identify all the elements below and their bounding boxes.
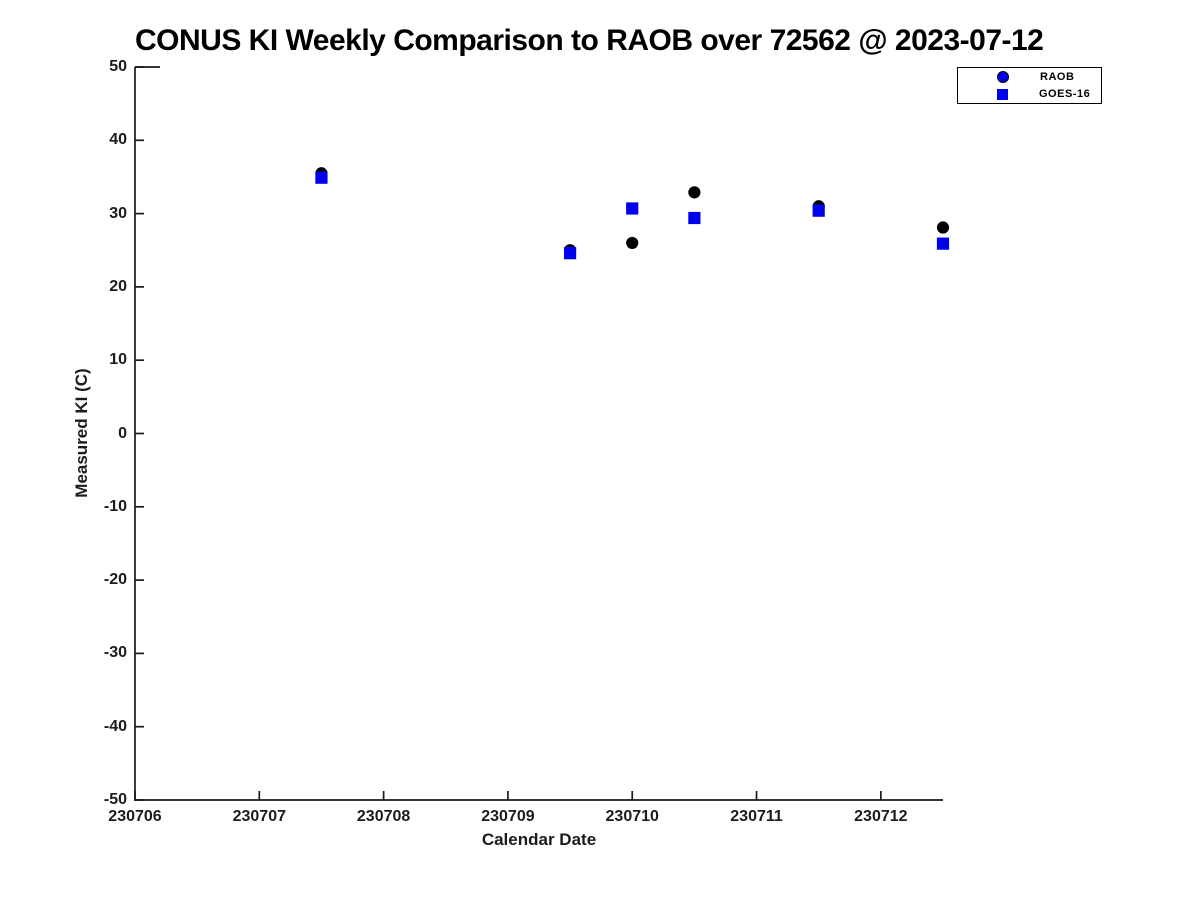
x-tick-label: 230706 — [108, 808, 162, 825]
x-tick-label: 230708 — [356, 808, 411, 825]
goes16-data-point — [812, 204, 825, 217]
goes16-data-point — [936, 237, 950, 250]
x-tick-label: 230711 — [730, 808, 783, 825]
x-tick-label: 230710 — [605, 808, 659, 825]
y-tick-label: 50 — [109, 58, 127, 75]
legend-label-goes16: GOES-16 — [1039, 88, 1091, 100]
chart-title: CONUS KI Weekly Comparison to RAOB over … — [135, 24, 1044, 57]
x-tick-label: 230709 — [481, 808, 535, 825]
x-tick-label: 230707 — [232, 808, 286, 825]
y-tick-label: -20 — [103, 571, 127, 589]
y-tick-label: -10 — [103, 497, 127, 515]
y-tick-label: 10 — [109, 351, 127, 369]
legend-item-goes16: GOES-16 — [958, 86, 1101, 103]
x-tick-label: 230712 — [854, 808, 908, 825]
y-axis-title: Measured KI (C) — [72, 368, 91, 498]
y-tick-label: -30 — [103, 644, 127, 662]
legend-item-raob: RAOB — [958, 69, 1101, 86]
goes16-data-point — [626, 202, 639, 215]
y-tick-label: 40 — [109, 131, 127, 149]
raob-data-point — [936, 221, 950, 234]
goes16-data-point — [563, 247, 577, 260]
y-tick-label: 0 — [118, 424, 127, 442]
raob-circle-icon — [997, 71, 1009, 83]
goes16-data-point — [688, 211, 701, 225]
raob-data-point — [688, 186, 701, 199]
y-tick-label: 30 — [109, 204, 127, 222]
goes16-square-icon — [997, 88, 1008, 100]
goes16-data-point — [315, 171, 328, 184]
legend-label-raob: RAOB — [1040, 71, 1075, 83]
y-tick-label: -50 — [103, 791, 127, 808]
y-tick-label: -40 — [103, 717, 127, 735]
x-axis-title: Calendar Date — [481, 830, 597, 849]
legend: RAOB GOES-16 — [957, 67, 1102, 104]
y-tick-label: 20 — [109, 277, 127, 295]
raob-data-point — [626, 236, 639, 250]
